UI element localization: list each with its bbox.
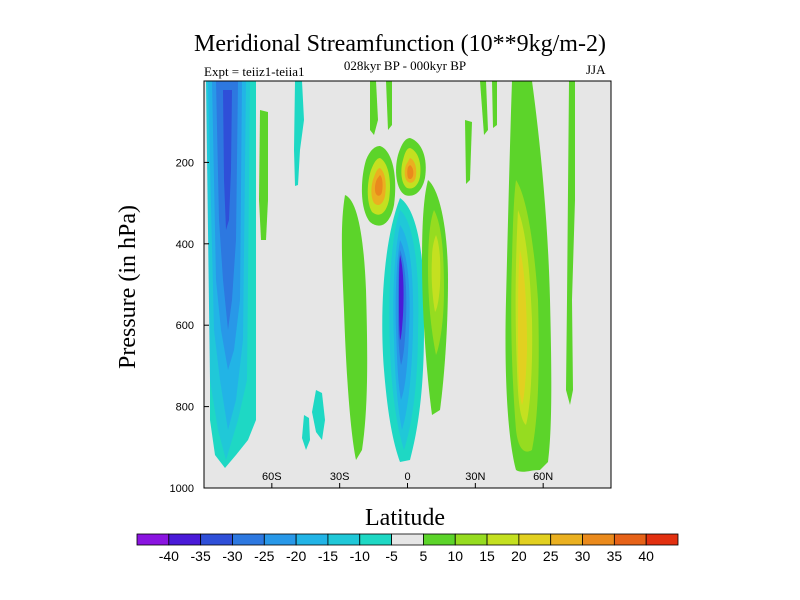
colorbar-label: -40 (159, 548, 179, 564)
contour-north-band-level-15 (431, 235, 441, 312)
x-axis: 60S 30S 0 30N 60N (262, 471, 553, 488)
colorbar-swatch (295, 533, 329, 546)
contour-southern-cell-level-minus30 (223, 90, 232, 230)
contour-feature-lower-strip-a-level-minus5 (312, 390, 325, 440)
colorbar-swatch (550, 533, 583, 546)
colorbar-label: 15 (479, 548, 495, 564)
x-tick-label: 30N (465, 471, 485, 483)
colorbar-label: 20 (511, 548, 527, 564)
y-tick-label: 400 (176, 239, 194, 251)
x-tick-label: 60N (533, 471, 553, 483)
colorbar-swatch (200, 533, 233, 546)
colorbar-label: -20 (286, 548, 306, 564)
y-tick-label: 600 (176, 320, 194, 332)
colorbar-swatch (136, 533, 170, 546)
colorbar-label: -35 (191, 548, 211, 564)
x-tick-label: 0 (404, 471, 410, 483)
y-tick-label: 1000 (170, 483, 194, 495)
colorbar-label: 25 (543, 548, 559, 564)
colorbar-swatch (359, 533, 392, 546)
chart-title: Meridional Streamfunction (10**9kg/m-2) (194, 31, 606, 57)
x-tick-label: 60S (262, 471, 282, 483)
contour-feature-strip-a-level-5 (386, 81, 392, 130)
colorbar-label: 10 (447, 548, 463, 564)
contour-feature-equator-strip-level-5 (370, 81, 378, 135)
colorbar-label: 40 (638, 548, 654, 564)
season-label: JJA (586, 62, 606, 77)
contour-feature-strip-level-5 (259, 110, 268, 240)
period-label: 028kyr BP - 000kyr BP (343, 58, 467, 73)
contour-feature-strip-c-level-5 (480, 81, 488, 135)
y-tick-label: 800 (176, 402, 194, 414)
colorbar-swatch (518, 533, 552, 546)
colorbar-swatch (582, 533, 615, 546)
y-axis-label: Pressure (in hPa) (115, 205, 141, 369)
x-axis-label: Latitude (365, 505, 445, 531)
colorbar-label: -15 (318, 548, 338, 564)
contour-feature-far-north-strip-level-5 (566, 81, 575, 405)
contour-feature-strip-b-level-5 (465, 120, 472, 184)
colorbar-swatch (613, 533, 647, 546)
colorbar-label: -30 (222, 548, 242, 564)
colorbar-label: -25 (254, 548, 274, 564)
colorbar-swatch (486, 533, 520, 546)
y-axis: 200 400 600 800 1000 (170, 157, 209, 495)
colorbar-label: 30 (575, 548, 591, 564)
contour-upper-west-cell-level-30 (374, 175, 383, 196)
contour-feature-strip-d-level-5 (492, 81, 497, 128)
colorbar-swatch (423, 533, 456, 546)
colorbar-swatch (454, 533, 488, 546)
colorbar: -40 -35 -30 -25 -20 -15 -10 -5 5 10 15 20 25 30 35 40 (136, 533, 679, 564)
colorbar-label: -5 (385, 548, 398, 564)
y-tick-label: 200 (176, 157, 194, 169)
contour-feature-lower-strip-b-level-minus5 (302, 415, 310, 450)
x-tick-label: 30S (330, 471, 350, 483)
colorbar-label: 5 (420, 548, 428, 564)
experiment-label: Expt = teiiz1-teiia1 (204, 64, 305, 79)
colorbar-swatch (168, 533, 202, 546)
contour-upper-east-cell-level-30 (407, 165, 414, 180)
colorbar-swatch (391, 533, 424, 546)
colorbar-swatch (263, 533, 297, 546)
colorbar-label: -10 (350, 548, 370, 564)
colorbar-swatch (645, 533, 679, 546)
contour-equatorial-cell-level-minus35 (399, 255, 404, 340)
contour-south-band-level-5 (341, 195, 368, 460)
contour-fill-layer (206, 81, 575, 472)
colorbar-swatch (232, 533, 265, 546)
contour-northern-cell-level-20 (518, 250, 527, 405)
colorbar-swatch (327, 533, 361, 546)
colorbar-label: 35 (607, 548, 623, 564)
contour-feature-nw-strip-level-minus5 (294, 81, 304, 186)
